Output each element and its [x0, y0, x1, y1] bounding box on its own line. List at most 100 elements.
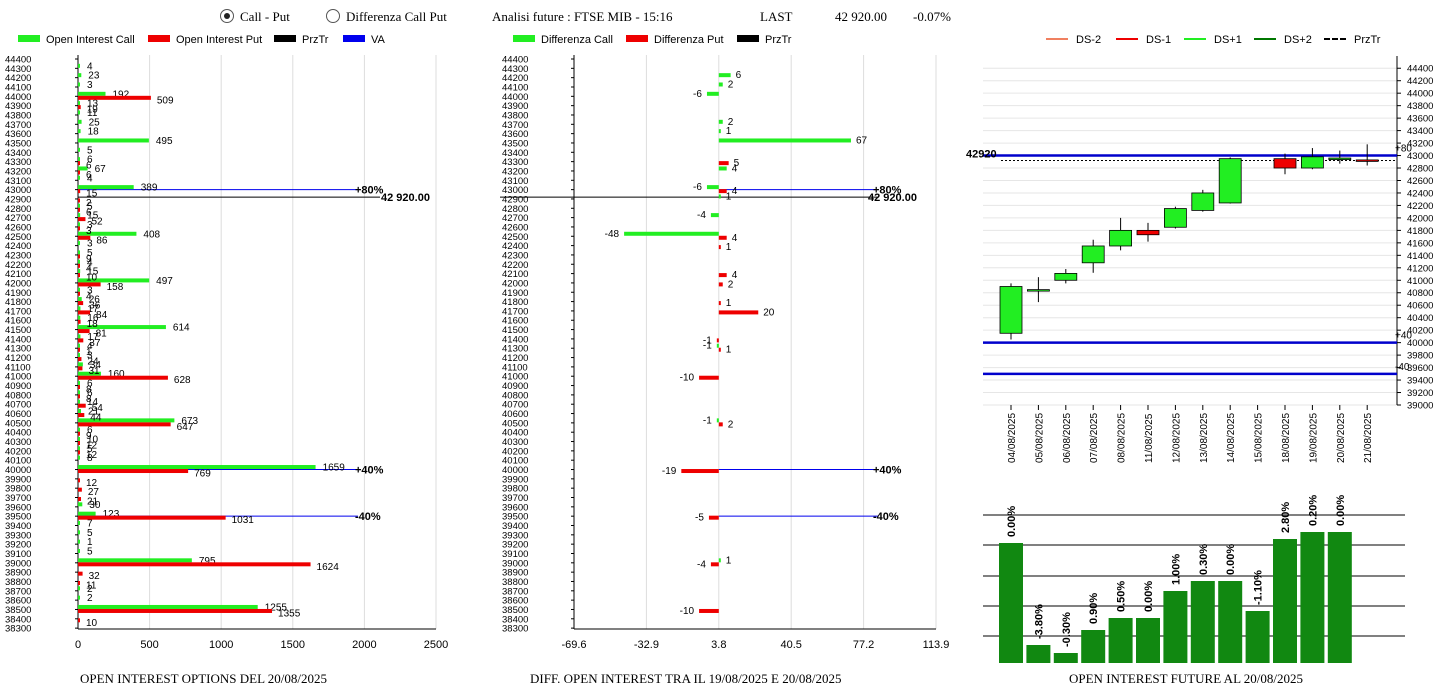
strike-label: 44000 [5, 92, 31, 103]
diff-call-value-label: -6 [693, 89, 702, 100]
price-tick-label: 42200 [1407, 201, 1433, 212]
strike-label: 42800 [502, 204, 528, 215]
call-value-label: 5 [87, 248, 93, 259]
date-label: 11/08/2025 [1144, 413, 1155, 463]
put-value-label: 4 [86, 291, 92, 302]
call-bar [78, 595, 80, 600]
strike-label: 39800 [502, 484, 528, 495]
future-oi-bar [1300, 532, 1325, 663]
x-tick-label: 77.2 [853, 639, 874, 651]
call-value-label: 1255 [265, 602, 288, 613]
call-bar [78, 287, 80, 292]
strike-label: 43800 [502, 110, 528, 121]
future-oi-label: -1.10% [1253, 570, 1265, 605]
call-value-label: 11 [87, 108, 98, 119]
call-value-label: 673 [181, 416, 198, 427]
diff-call-value-label: 6 [736, 70, 742, 81]
future-oi-label: -3.80% [1033, 604, 1045, 639]
call-value-label: 17 [87, 304, 99, 315]
put-bar [78, 217, 86, 222]
strike-label: 42900 [502, 194, 528, 205]
diff-call-value-label: 1 [726, 126, 732, 137]
call-bar [78, 119, 82, 124]
strike-label: 43800 [5, 110, 31, 121]
diff-put-value-label: 2 [728, 279, 734, 290]
legend-swatch [513, 35, 535, 42]
put-value-label: 24 [87, 357, 99, 368]
diff-call-value-label: 2 [728, 117, 734, 128]
radio-call-put[interactable]: Call - Put [220, 9, 290, 25]
diff-put-value-label: 1 [726, 298, 732, 309]
put-value-label: 86 [96, 235, 108, 246]
diff-put-bar [718, 245, 721, 250]
diff-call-bar [624, 231, 719, 236]
call-bar [78, 185, 134, 190]
candle-body [1164, 208, 1187, 228]
diff-call-bar [718, 82, 723, 87]
price-tick-label: 39000 [1407, 401, 1433, 412]
strike-label: 41300 [502, 344, 528, 355]
strike-label: 43400 [502, 148, 528, 159]
strike-label: 38300 [502, 624, 528, 635]
call-bar [78, 222, 80, 227]
future-oi-bar [999, 543, 1023, 663]
call-bar [78, 548, 80, 553]
price-tick-label: 41400 [1407, 251, 1433, 262]
price-tick-label: 43000 [1407, 151, 1433, 162]
diff-call-value-label: -4 [697, 210, 706, 221]
put-value-label: 18 [87, 319, 99, 330]
legend-ds+2: DS+2 [1254, 34, 1312, 46]
x-tick-label: 113.9 [923, 639, 950, 651]
call-value-label: 6 [87, 155, 93, 166]
put-bar [78, 403, 86, 408]
put-value-label: 36 [89, 301, 101, 312]
strike-label: 41200 [5, 353, 31, 364]
strike-label: 42700 [502, 213, 528, 224]
legend-oi-call: Open Interest Call [18, 34, 135, 46]
put-bar [78, 375, 168, 380]
call-bar [78, 558, 192, 563]
strike-label: 41300 [5, 344, 31, 355]
call-bar [78, 437, 80, 442]
price-tick-label: 40000 [1407, 338, 1433, 349]
strike-label: 43100 [502, 176, 528, 187]
strike-label: 40400 [502, 428, 528, 439]
call-bar [78, 147, 80, 152]
strike-label: 38800 [5, 577, 31, 588]
strike-label: 41900 [502, 288, 528, 299]
call-bar [78, 586, 80, 591]
put-bar [78, 515, 226, 520]
put-bar [78, 254, 80, 259]
strike-label: 39200 [502, 540, 528, 551]
radio-differenza[interactable]: Differenza Call Put [326, 9, 447, 25]
strike-label: 43200 [5, 166, 31, 177]
strike-label: 39200 [5, 540, 31, 551]
price-tick-label: 44400 [1407, 64, 1433, 75]
call-value-label: 34 [90, 360, 102, 371]
call-value-label: 21 [88, 407, 100, 418]
put-value-label: 647 [177, 422, 194, 433]
call-bar [78, 511, 96, 516]
call-bar [78, 63, 80, 68]
diff-put-bar [710, 562, 719, 567]
candle-body [1109, 229, 1132, 247]
legend-oi-put: Open Interest Put [148, 34, 262, 46]
date-label: 06/08/2025 [1062, 413, 1073, 463]
call-bar [78, 241, 80, 246]
call-bar [78, 353, 80, 358]
put-value-label: 44 [90, 413, 102, 424]
strike-label: 40000 [502, 465, 528, 476]
diff-put-bar [718, 347, 721, 352]
strike-label: 42000 [5, 278, 31, 289]
candle-body [1355, 159, 1379, 162]
diff-put-bar [718, 282, 723, 287]
put-value-label: 31 [88, 366, 100, 377]
put-bar [78, 198, 80, 203]
strike-label: 40000 [5, 465, 31, 476]
put-bar [78, 319, 81, 324]
legend-swatch [274, 35, 296, 42]
strike-label: 40500 [5, 418, 31, 429]
call-value-label: 23 [88, 71, 100, 82]
future-oi-label: 0.50% [1116, 581, 1128, 612]
call-bar [78, 325, 166, 330]
